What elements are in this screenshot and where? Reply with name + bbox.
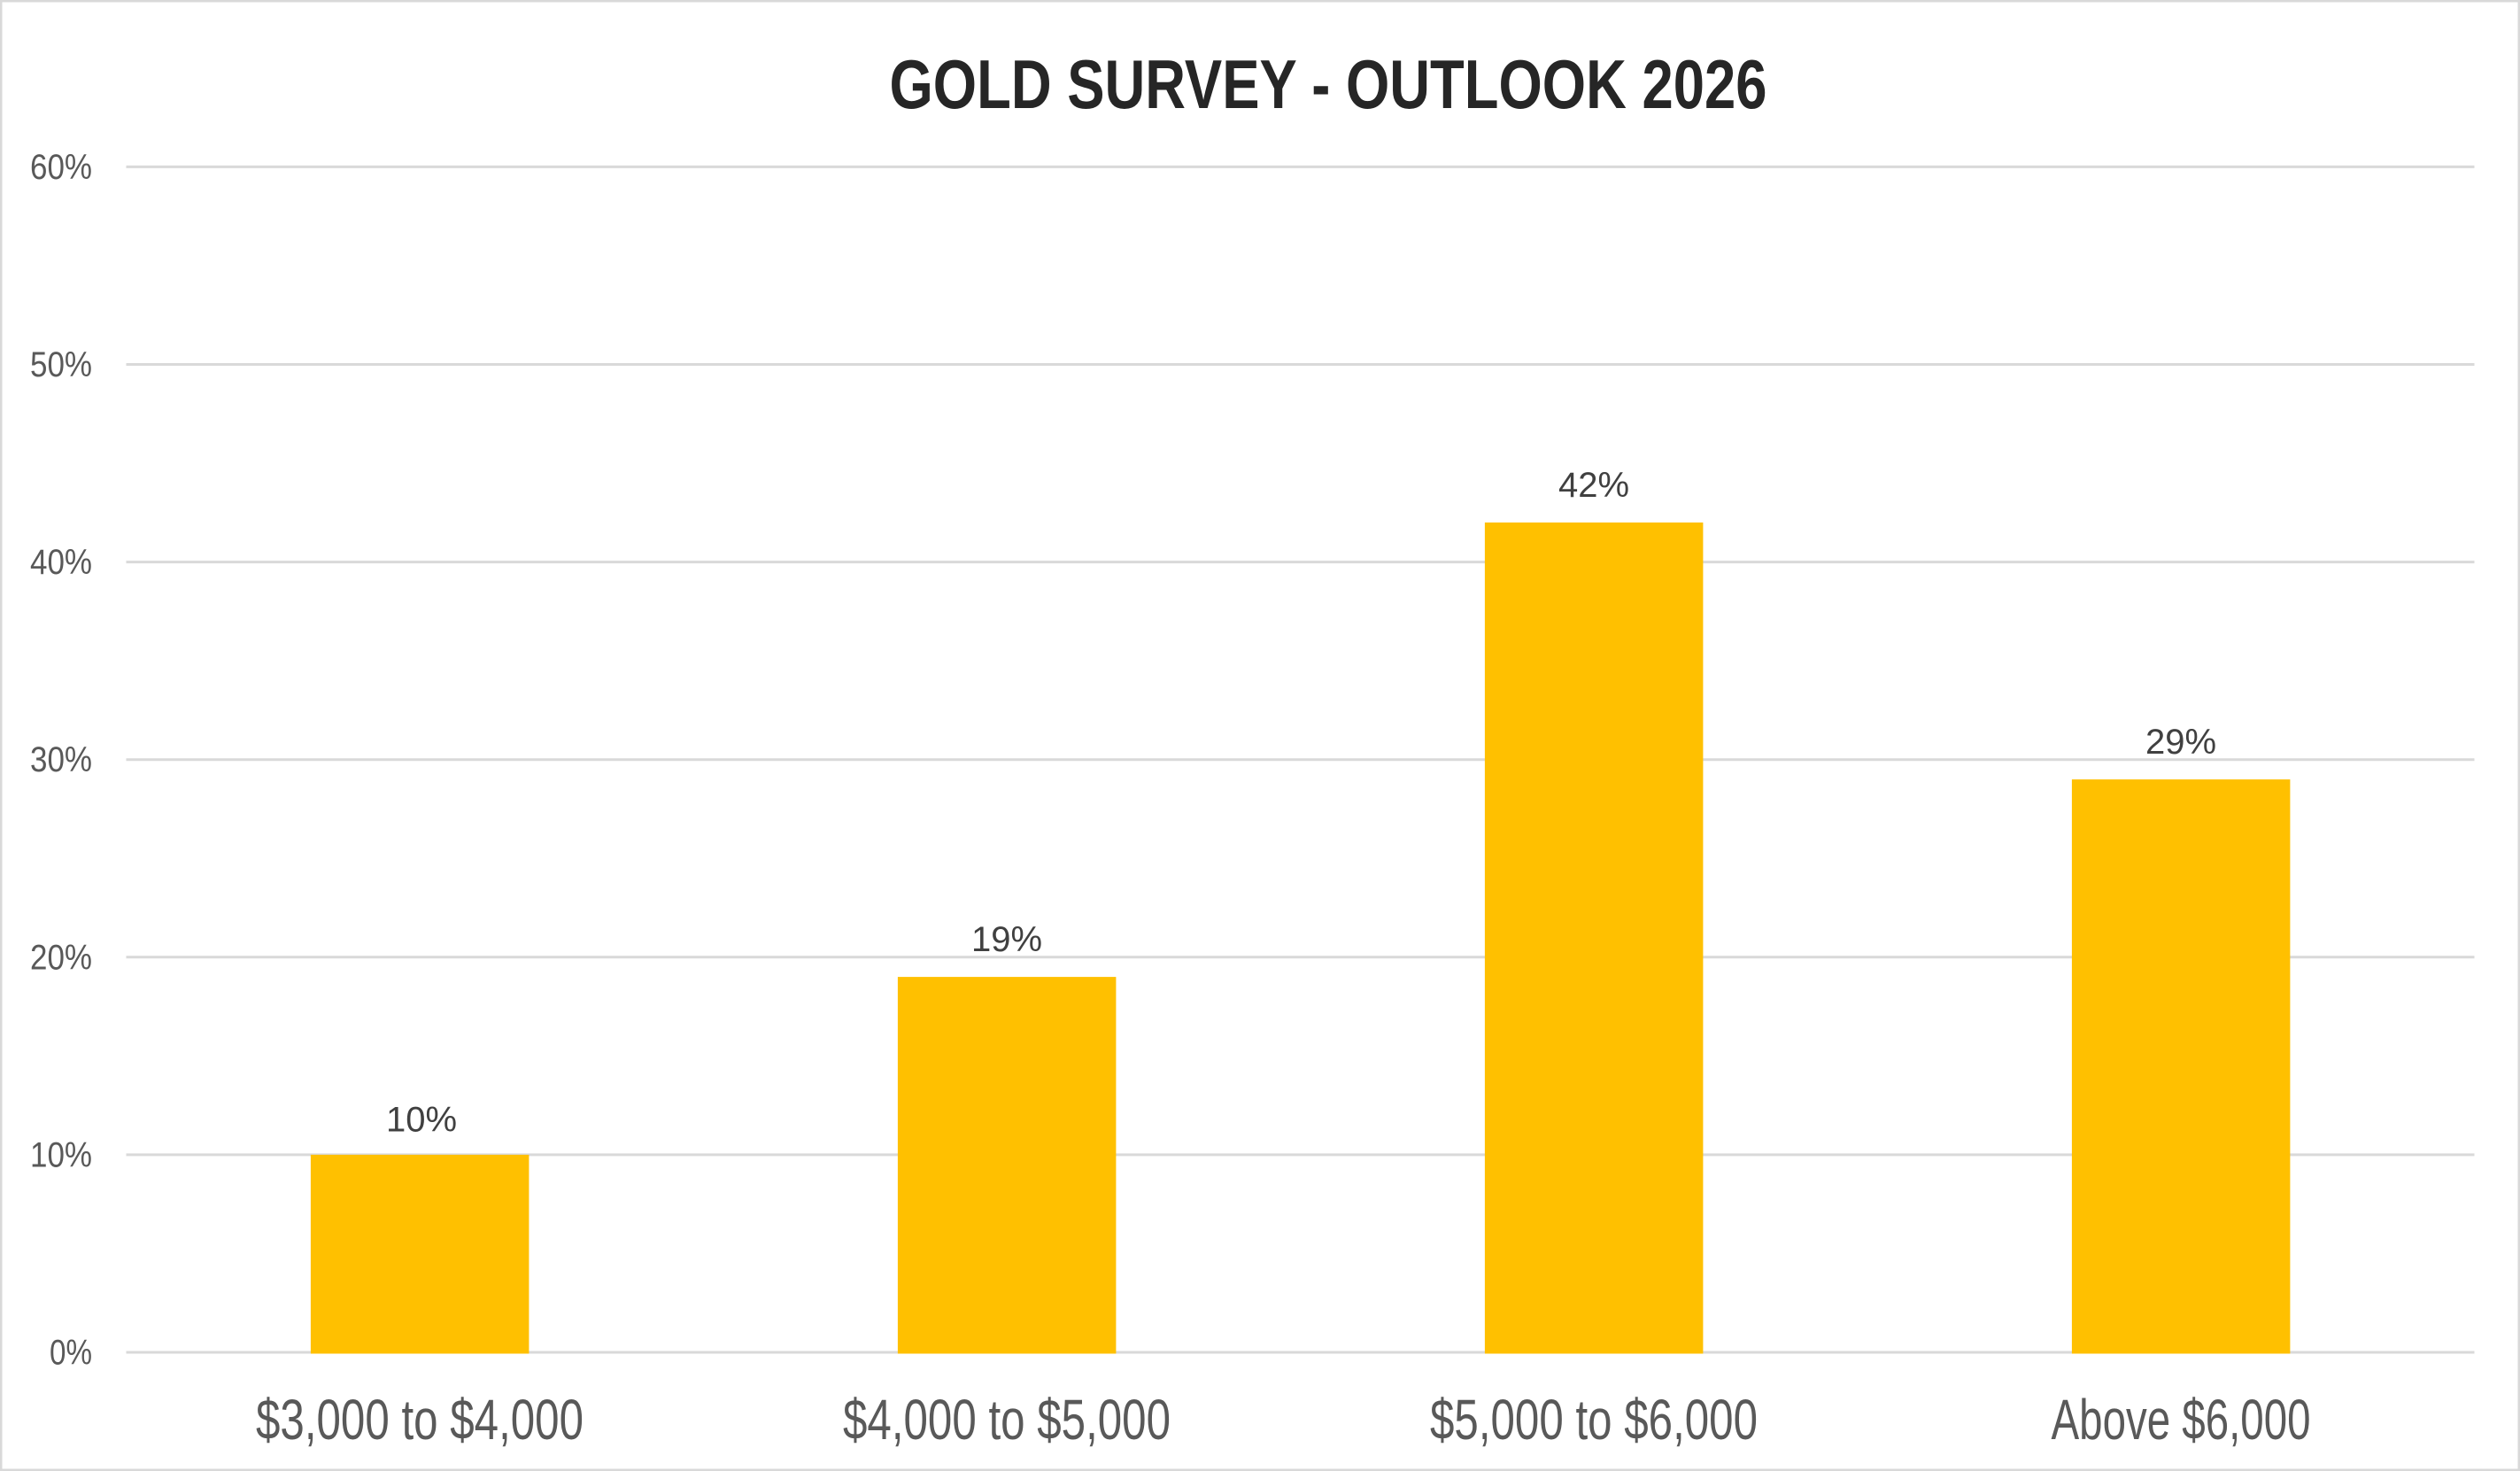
svg-text:42%: 42%	[1558, 466, 1629, 505]
svg-text:$5,000 to $6,000: $5,000 to $6,000	[1430, 1388, 1758, 1452]
svg-text:19%: 19%	[971, 920, 1042, 959]
svg-text:30%: 30%	[30, 740, 92, 779]
svg-text:$4,000 to $5,000: $4,000 to $5,000	[843, 1388, 1171, 1452]
svg-text:10%: 10%	[386, 1101, 457, 1140]
svg-text:20%: 20%	[30, 938, 92, 977]
svg-text:29%: 29%	[2145, 723, 2216, 762]
svg-text:Above $6,000: Above $6,000	[2052, 1388, 2311, 1452]
svg-text:60%: 60%	[30, 148, 92, 187]
svg-text:0%: 0%	[50, 1334, 92, 1373]
svg-text:10%: 10%	[30, 1135, 92, 1174]
svg-text:50%: 50%	[30, 345, 92, 384]
svg-text:GOLD SURVEY - OUTLOOK 2026: GOLD SURVEY - OUTLOOK 2026	[890, 45, 1767, 123]
svg-text:40%: 40%	[30, 543, 92, 582]
svg-text:$3,000 to $4,000: $3,000 to $4,000	[256, 1388, 584, 1452]
